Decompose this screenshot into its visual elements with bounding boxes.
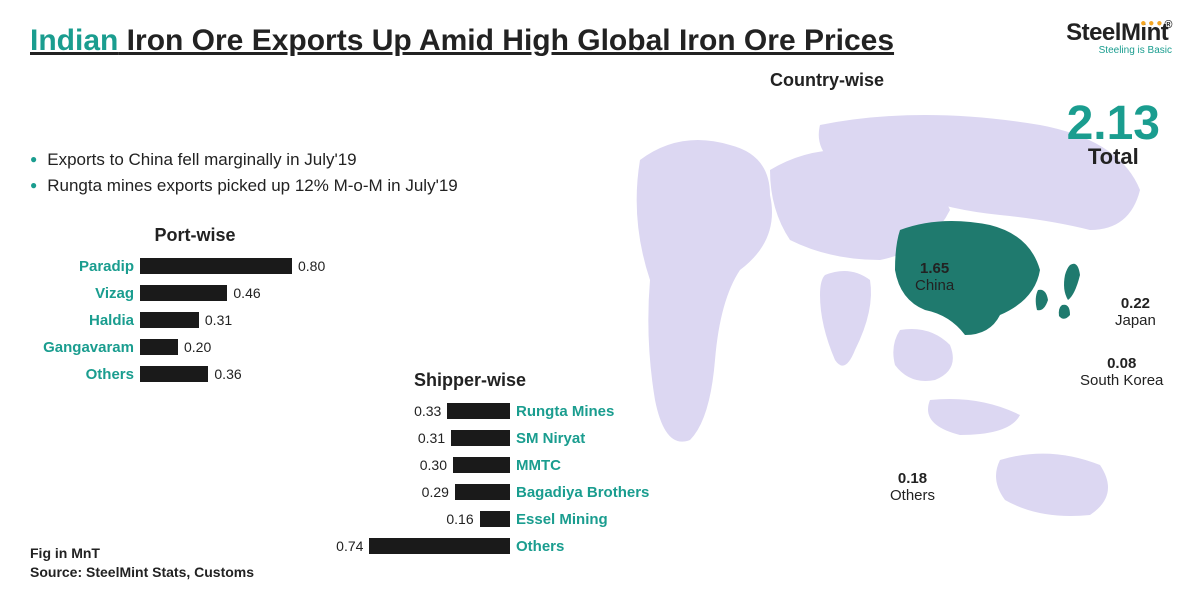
map-label-name: Others (890, 487, 935, 504)
shipper-bar (451, 430, 510, 446)
logo-text: SteelMint●●●® (1066, 18, 1172, 47)
total-callout: 2.13 Total (1067, 100, 1160, 170)
shipper-bar-row: 0.16Essel Mining (280, 507, 660, 531)
shipper-wise-chart: Shipper-wise 0.33Rungta Mines 0.31SM Niry… (280, 370, 660, 561)
shipper-bar (453, 457, 510, 473)
bullet-item: Exports to China fell marginally in July… (30, 150, 458, 170)
port-bar-row: Haldia 0.31 (30, 308, 360, 332)
port-value: 0.36 (214, 366, 241, 382)
port-label: Vizag (30, 285, 140, 302)
map-label-value: 0.22 (1115, 295, 1156, 312)
shipper-bar-row: 0.33Rungta Mines (280, 399, 660, 423)
shipper-value: 0.29 (422, 484, 449, 500)
shipper-bar-row: 0.29Bagadiya Brothers (280, 480, 660, 504)
shipper-bar-row: 0.30MMTC (280, 453, 660, 477)
shipper-chart-title: Shipper-wise (280, 370, 660, 391)
footer-notes: Fig in MnT Source: SteelMint Stats, Cust… (30, 544, 254, 582)
map-country-label: 0.08South Korea (1080, 355, 1163, 389)
shipper-bar (480, 511, 510, 527)
port-bar-row: Paradip 0.80 (30, 254, 360, 278)
shipper-bar-row: 0.31SM Niryat (280, 426, 660, 450)
port-bar (140, 366, 208, 382)
headline: Indian Iron Ore Exports Up Amid High Glo… (30, 22, 894, 60)
shipper-bar-row: 0.74Others (280, 534, 660, 558)
port-bar-row: Vizag 0.46 (30, 281, 360, 305)
shipper-bar (455, 484, 510, 500)
shipper-bar (447, 403, 510, 419)
shipper-value: 0.74 (336, 538, 363, 554)
map-label-name: South Korea (1080, 372, 1163, 389)
map-label-value: 0.18 (890, 470, 935, 487)
map-label-name: China (915, 277, 954, 294)
port-label: Others (30, 366, 140, 383)
highlight-bullets: Exports to China fell marginally in July… (30, 150, 458, 202)
port-value: 0.31 (205, 312, 232, 328)
shipper-value: 0.33 (414, 403, 441, 419)
bullet-item: Rungta mines exports picked up 12% M-o-M… (30, 176, 458, 196)
map-label-name: Japan (1115, 312, 1156, 329)
port-bar (140, 339, 178, 355)
logo-dots-icon: ●●● (1140, 18, 1164, 29)
brand-logo: SteelMint●●●® Steeling is Basic (1066, 18, 1172, 56)
registered-icon: ® (1164, 19, 1172, 31)
port-label: Gangavaram (30, 339, 140, 356)
port-label: Paradip (30, 258, 140, 275)
port-label: Haldia (30, 312, 140, 329)
map-country-label: 0.18Others (890, 470, 935, 504)
map-label-value: 0.08 (1080, 355, 1163, 372)
port-bar (140, 312, 199, 328)
port-value: 0.46 (233, 285, 260, 301)
total-value: 2.13 (1067, 100, 1160, 148)
shipper-value: 0.31 (418, 430, 445, 446)
headline-accent: Indian (30, 24, 118, 57)
port-value: 0.80 (298, 258, 325, 274)
map-title: Country-wise (770, 70, 884, 91)
shipper-bar (369, 538, 510, 554)
shipper-value: 0.30 (420, 457, 447, 473)
map-label-value: 1.65 (915, 260, 954, 277)
port-bar (140, 285, 227, 301)
port-chart-title: Port-wise (30, 225, 360, 246)
map-country-label: 1.65China (915, 260, 954, 294)
port-bar (140, 258, 292, 274)
port-bar-row: Gangavaram 0.20 (30, 335, 360, 359)
headline-rest: Iron Ore Exports Up Amid High Global Iro… (118, 24, 894, 57)
footer-unit: Fig in MnT (30, 544, 254, 563)
map-country-label: 0.22Japan (1115, 295, 1156, 329)
country-wise-map: Country-wise 2.13 Total (620, 70, 1180, 550)
shipper-value: 0.16 (446, 511, 473, 527)
port-value: 0.20 (184, 339, 211, 355)
port-wise-chart: Port-wise Paradip 0.80 Vizag 0.46 Haldia 0.31… (30, 225, 360, 389)
footer-source: Source: SteelMint Stats, Customs (30, 563, 254, 582)
